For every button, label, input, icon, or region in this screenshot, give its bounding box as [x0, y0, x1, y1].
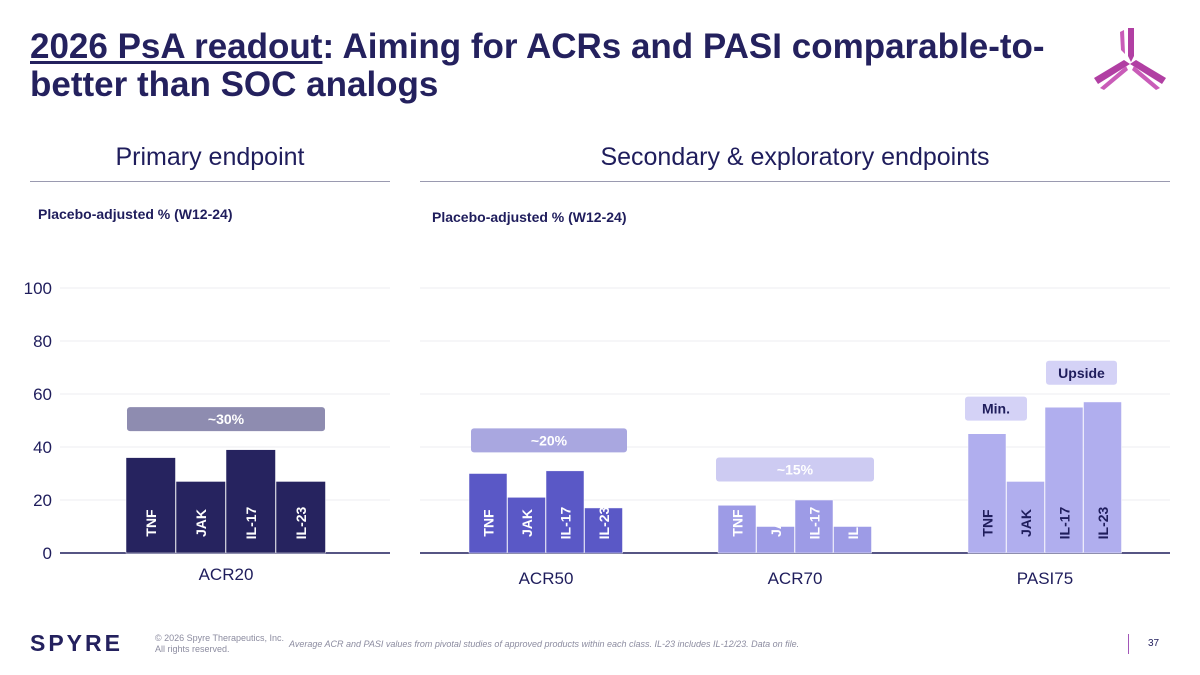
- badge-label-acr50-0: ~20%: [531, 432, 568, 448]
- bar-acr70-il-17: [794, 499, 834, 554]
- bar-label-acr20-jak: JAK: [193, 509, 209, 537]
- bar-label-acr70-jak: JAK: [768, 509, 784, 537]
- bar-pasi75-il-23: [1083, 401, 1122, 554]
- page-number: 37: [1148, 638, 1160, 649]
- secondary-endpoint-heading: Secondary & exploratory endpoints: [600, 143, 990, 171]
- secondary-heading-rule: [420, 181, 1170, 182]
- copyright: © 2026 Spyre Therapeutics, Inc. All righ…: [155, 633, 284, 655]
- footnote: Average ACR and PASI values from pivotal…: [289, 639, 800, 649]
- title-underlined: 2026 PsA readout: [30, 27, 323, 66]
- secondary-axis-note: Placebo-adjusted % (W12-24): [432, 209, 627, 225]
- bar-label-acr70-il-17: IL-17: [806, 506, 822, 539]
- bar-label-acr70-tnf: TNF: [729, 509, 745, 537]
- badge-acr70-0: [716, 457, 874, 482]
- title-rest: : Aiming for ACRs and PASI comparable-to…: [30, 27, 1045, 104]
- badge-label-acr70-0: ~15%: [777, 462, 814, 478]
- bar-acr70-tnf: [717, 505, 757, 554]
- badge-pasi75-1: [1046, 360, 1117, 385]
- bar-label-pasi75-il-23: IL-23: [1095, 506, 1111, 539]
- badge-label-pasi75-1: Upside: [1058, 365, 1105, 381]
- bar-label-acr20-il-17: IL-17: [243, 506, 259, 539]
- bar-label-acr20-tnf: TNF: [143, 509, 159, 537]
- y-tick-label-80: 80: [33, 332, 52, 351]
- bar-label-pasi75-tnf: TNF: [979, 509, 995, 537]
- bar-acr50-il-17: [545, 470, 585, 554]
- bar-label-acr70-il-23: IL-23: [845, 506, 861, 539]
- y-tick-label-0: 0: [43, 544, 52, 563]
- y-tick-label-20: 20: [33, 491, 52, 510]
- copyright-line-2: All rights reserved.: [155, 644, 230, 654]
- bar-acr70-il-23: [833, 526, 872, 554]
- category-label-pasi75: PASI75: [1017, 569, 1073, 588]
- bar-acr20-il-17: [225, 449, 276, 554]
- bar-label-acr50-il-17: IL-17: [557, 506, 573, 539]
- bar-acr50-jak: [507, 497, 546, 554]
- bar-acr50-tnf: [468, 473, 508, 554]
- spyre-logo: SPYRE: [30, 630, 123, 656]
- bar-label-acr20-il-23: IL-23: [293, 506, 309, 539]
- bar-label-pasi75-il-17: IL-17: [1056, 506, 1072, 539]
- primary-axis-note: Placebo-adjusted % (W12-24): [38, 206, 233, 222]
- spyre-mark-icon: [1094, 28, 1166, 90]
- bar-acr20-jak: [175, 481, 226, 554]
- badge-label-pasi75-0: Min.: [982, 401, 1010, 417]
- bar-label-acr50-jak: JAK: [519, 509, 535, 537]
- bar-acr20-tnf: [125, 457, 176, 554]
- bar-pasi75-il-17: [1044, 407, 1084, 554]
- y-tick-label-100: 100: [24, 279, 52, 298]
- bar-label-acr50-il-23: IL-23: [596, 506, 612, 539]
- bar-pasi75-tnf: [967, 433, 1007, 554]
- footer-divider: [1128, 634, 1129, 654]
- y-tick-label-40: 40: [33, 438, 52, 457]
- bar-pasi75-jak: [1006, 481, 1045, 554]
- bar-label-pasi75-jak: JAK: [1018, 509, 1034, 537]
- badge-pasi75-0: [965, 396, 1027, 421]
- badge-acr20-0: [127, 407, 325, 432]
- bar-acr20-il-23: [275, 481, 326, 554]
- copyright-line-1: © 2026 Spyre Therapeutics, Inc.: [155, 633, 285, 643]
- category-label-acr50: ACR50: [519, 569, 574, 588]
- bar-label-acr50-tnf: TNF: [480, 509, 496, 537]
- badge-label-acr20-0: ~30%: [208, 411, 245, 427]
- category-label-acr20: ACR20: [199, 565, 254, 584]
- bar-acr70-jak: [756, 526, 795, 554]
- category-label-acr70: ACR70: [768, 569, 823, 588]
- primary-heading-rule: [30, 181, 390, 182]
- primary-endpoint-heading: Primary endpoint: [115, 143, 305, 171]
- bar-acr50-il-23: [584, 507, 623, 554]
- badge-acr50-0: [471, 428, 627, 453]
- page-title: 2026 PsA readout: Aiming for ACRs and PA…: [30, 28, 1070, 104]
- y-tick-label-60: 60: [33, 385, 52, 404]
